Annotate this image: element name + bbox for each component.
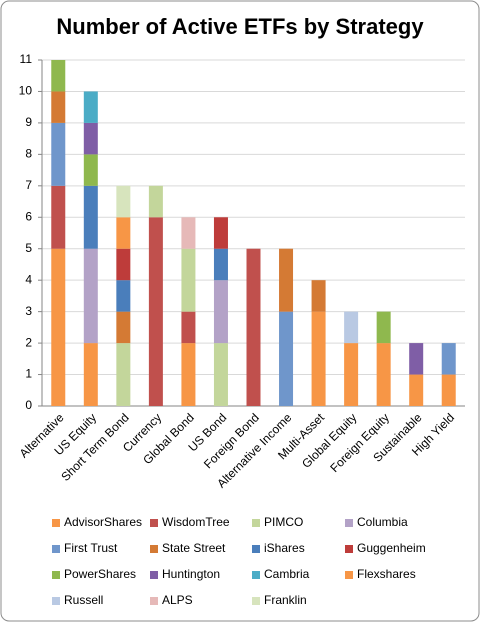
legend-label: Cambria — [264, 567, 310, 581]
bar-segment — [116, 311, 131, 344]
bar-segment — [51, 248, 66, 406]
bar-segment — [51, 185, 66, 249]
legend-swatch — [150, 597, 158, 605]
y-tick-label: 11 — [20, 52, 33, 66]
legend-swatch — [150, 545, 158, 553]
legend-swatch — [252, 545, 260, 553]
legend-label: First Trust — [64, 541, 118, 555]
legend-label: PowerShares — [64, 567, 136, 581]
bar-segment — [279, 311, 294, 406]
bar-segment — [83, 122, 98, 155]
y-tick-label: 10 — [19, 84, 33, 98]
y-tick-label: 8 — [25, 147, 32, 161]
bar-segment — [344, 311, 359, 344]
legend-label: Huntington — [162, 567, 220, 581]
legend-swatch — [345, 571, 353, 579]
bar-segment — [213, 217, 228, 249]
bar-segment — [51, 122, 66, 186]
legend-swatch — [52, 597, 60, 605]
bar-segment — [311, 311, 326, 406]
bar-segment — [213, 280, 228, 344]
bar-segment — [441, 374, 456, 406]
bar-segment — [279, 248, 294, 312]
legend-label: Russell — [64, 593, 103, 607]
legend-label: ALPS — [162, 593, 193, 607]
bar-segment — [116, 280, 131, 312]
bar-segment — [376, 311, 391, 344]
legend-swatch — [52, 571, 60, 579]
bar-segment — [246, 248, 261, 406]
bar-segment — [213, 343, 228, 406]
legend-label: Franklin — [264, 593, 307, 607]
y-tick-label: 1 — [25, 367, 32, 381]
bar-segment — [83, 91, 98, 123]
legend-label: Guggenheim — [357, 541, 426, 555]
legend-label: Flexshares — [357, 567, 416, 581]
y-tick-label: 5 — [25, 241, 32, 255]
legend-swatch — [345, 519, 353, 527]
bar-segment — [409, 374, 424, 406]
chart-title: Number of Active ETFs by Strategy — [56, 14, 424, 39]
bar-segment — [376, 343, 391, 406]
legend-swatch — [150, 571, 158, 579]
bar-segment — [116, 343, 131, 406]
legend-swatch — [252, 597, 260, 605]
legend-label: WisdomTree — [162, 515, 230, 529]
bar-segment — [148, 185, 163, 218]
y-tick-label: 2 — [25, 335, 32, 349]
bar-segment — [344, 343, 359, 406]
bar-segment — [83, 154, 98, 186]
legend-label: PIMCO — [264, 515, 303, 529]
bar-segment — [181, 343, 196, 406]
bar-segment — [213, 248, 228, 281]
legend-swatch — [345, 545, 353, 553]
legend-swatch — [252, 571, 260, 579]
bar-segment — [51, 91, 66, 123]
legend-label: AdvisorShares — [64, 515, 142, 529]
y-tick-label: 3 — [25, 304, 32, 318]
legend-swatch — [150, 519, 158, 527]
bar-segment — [116, 248, 131, 281]
bar-segment — [311, 280, 326, 312]
y-tick-label: 0 — [25, 398, 32, 412]
legend-label: iShares — [264, 541, 305, 555]
legend-swatch — [52, 519, 60, 527]
bar-segment — [83, 248, 98, 344]
bar-segment — [148, 217, 163, 406]
bar-segment — [51, 60, 66, 92]
bar-segment — [83, 185, 98, 249]
y-tick-label: 4 — [25, 272, 32, 286]
legend-label: Columbia — [357, 515, 408, 529]
bar-segment — [409, 343, 424, 375]
legend-swatch — [252, 519, 260, 527]
y-tick-label: 7 — [25, 178, 32, 192]
bar-segment — [181, 311, 196, 344]
bar-segment — [83, 343, 98, 406]
bar-segment — [441, 343, 456, 375]
bar-segment — [116, 185, 131, 218]
bar-segment — [181, 217, 196, 249]
y-tick-label: 9 — [25, 115, 32, 129]
y-tick-label: 6 — [25, 209, 32, 223]
legend-swatch — [52, 545, 60, 553]
bar-segment — [181, 248, 196, 312]
legend-label: State Street — [162, 541, 226, 555]
bar-segment — [116, 217, 131, 249]
